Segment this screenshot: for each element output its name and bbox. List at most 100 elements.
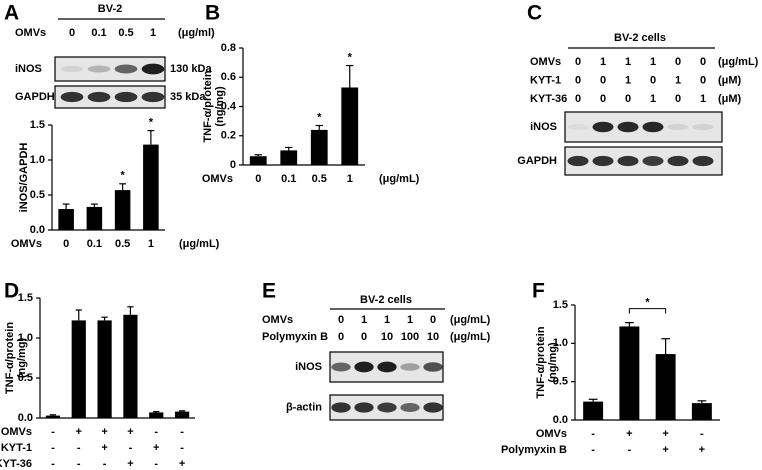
condition-mark: - <box>51 442 55 454</box>
error-bar <box>178 410 186 412</box>
bar <box>583 401 604 420</box>
significance: * <box>149 117 154 129</box>
y-tick-label: 0.2 <box>221 130 236 142</box>
condition-mark: + <box>101 442 107 454</box>
x-tick-label: 1 <box>148 238 154 250</box>
bar <box>71 320 86 418</box>
band <box>60 91 84 103</box>
row-value: 10 <box>381 331 393 343</box>
row-value: 1 <box>384 314 390 326</box>
condition-mark: + <box>76 426 82 438</box>
bar <box>310 129 328 165</box>
error-bar <box>101 316 108 321</box>
condition-mark: - <box>180 426 184 438</box>
condition-mark: - <box>154 458 158 470</box>
bar <box>97 320 112 418</box>
bar <box>123 314 138 418</box>
y-axis-label: TNF-α/protein <box>535 326 547 398</box>
row-unit: (μM) <box>718 74 742 86</box>
row-value: 0 <box>600 93 606 105</box>
y-tick-label: 0.0 <box>553 414 568 426</box>
blot-size: 130 kDa <box>170 63 212 75</box>
x-tick-label: 0.5 <box>115 238 130 250</box>
bar <box>619 326 640 420</box>
panel-letter: A <box>4 2 19 25</box>
error-bar <box>90 203 98 207</box>
blot-header: BV-2 cells <box>614 32 666 44</box>
error-bar <box>119 183 127 191</box>
band <box>667 123 689 131</box>
condition-mark: + <box>127 426 133 438</box>
band <box>692 123 714 131</box>
bar <box>655 354 676 420</box>
row-label: OMVs <box>262 314 293 326</box>
bar <box>86 206 103 230</box>
row-unit: (μg/mL) <box>450 314 491 326</box>
row-label: KYT-36 <box>530 93 567 105</box>
row-value: 1 <box>625 56 631 68</box>
x-tick-label: 1 <box>347 173 353 185</box>
band <box>114 91 138 103</box>
y-axis-label: TNF-α/protein <box>202 70 214 142</box>
row-value: 0 <box>430 314 436 326</box>
y-axis-label: TNF-α/protein <box>4 322 16 394</box>
error-bar <box>624 322 634 327</box>
band <box>377 402 397 413</box>
bar <box>691 403 712 420</box>
condition-label: OMVs <box>536 428 567 440</box>
panel-letter: E <box>262 280 276 303</box>
error-bar <box>153 411 160 413</box>
y-tick-label: 1.5 <box>30 119 45 131</box>
row-value: 0 <box>700 74 706 86</box>
band <box>60 65 84 73</box>
row-value: 1 <box>407 314 413 326</box>
band <box>114 64 138 74</box>
condition-mark: + <box>179 458 185 470</box>
band <box>354 402 374 413</box>
row-unit: (μg/mL) <box>718 56 759 68</box>
y-axis-label: (ng/mg) <box>16 338 28 379</box>
bracket <box>628 308 667 314</box>
band <box>592 121 614 133</box>
y-tick-label: 0.6 <box>221 71 236 83</box>
y-tick-label: 0.4 <box>221 100 237 112</box>
row-value: 0 <box>600 74 606 86</box>
condition-label: Polymyxin B <box>501 444 567 456</box>
band <box>87 91 111 103</box>
row-value: 1 <box>625 74 631 86</box>
band <box>87 65 111 73</box>
condition-mark: + <box>626 428 632 440</box>
bar <box>280 150 298 165</box>
error-bar <box>147 130 155 145</box>
row-value: 0 <box>338 331 344 343</box>
row-unit: (μM) <box>718 93 742 105</box>
blot-label: iNOS <box>530 121 557 133</box>
condition-mark: - <box>154 426 158 438</box>
condition-mark: + <box>699 444 705 456</box>
row-value: 0 <box>575 93 581 105</box>
panel-letter: F <box>532 280 545 303</box>
band <box>567 155 589 167</box>
significance: * <box>348 51 353 63</box>
band <box>331 402 351 413</box>
condition-mark: - <box>591 428 595 440</box>
band <box>617 121 639 133</box>
condition-mark: + <box>662 428 668 440</box>
row-value: 100 <box>401 331 419 343</box>
significance: * <box>317 111 322 123</box>
error-bar <box>588 398 598 402</box>
row-unit: (μg/mL) <box>450 331 491 343</box>
band <box>642 156 664 166</box>
bar <box>174 411 190 418</box>
x-tick-label: 0 <box>63 238 69 250</box>
condition-mark: + <box>662 444 668 456</box>
condition-mark: - <box>77 442 81 454</box>
row-value: 0 <box>650 74 656 86</box>
band <box>642 121 664 133</box>
condition-mark: - <box>628 444 632 456</box>
row-value: 0.1 <box>91 27 106 39</box>
row-value: 0 <box>361 331 367 343</box>
condition-mark: - <box>51 426 55 438</box>
row-value: 1 <box>675 74 681 86</box>
condition-mark: + <box>101 426 107 438</box>
